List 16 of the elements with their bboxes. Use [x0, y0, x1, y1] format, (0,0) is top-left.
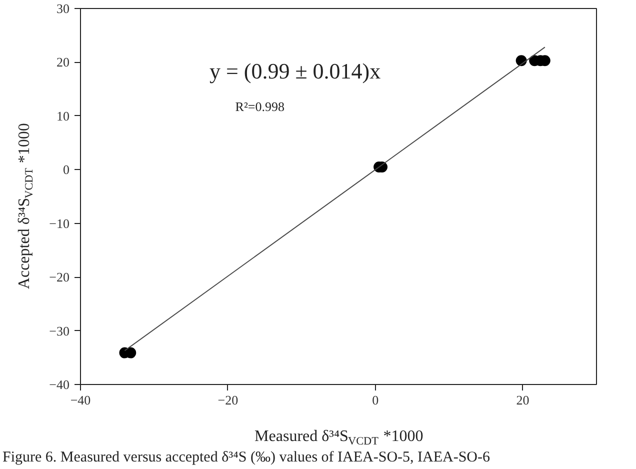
caption: Figure 6. Measured versus accepted δ³⁴S (‰) values of IAEA-SO-5, IAEA-SO-6: [2, 450, 491, 466]
annotation: R²=0.998: [235, 98, 284, 114]
x-tick-label: 20: [516, 392, 530, 408]
y-axis-title: Accepted δ³⁴SVCDT *1000: [16, 123, 36, 290]
x-tick-label: −20: [218, 392, 238, 408]
y-tick-label: 0: [63, 162, 70, 178]
x-tick-label: 0: [372, 392, 379, 408]
y-tick-label: −10: [49, 216, 70, 231]
y-tick-label: −20: [49, 270, 70, 285]
x-tick-label: −40: [70, 392, 91, 408]
y-tick-label: 30: [56, 1, 70, 16]
annotation: y = (0.99 ± 0.014)x: [210, 58, 381, 84]
y-tick-label: −40: [49, 377, 70, 392]
y-tick-label: 10: [56, 108, 70, 124]
y-tick-label: 20: [56, 54, 70, 70]
y-tick-label: −30: [49, 323, 70, 338]
